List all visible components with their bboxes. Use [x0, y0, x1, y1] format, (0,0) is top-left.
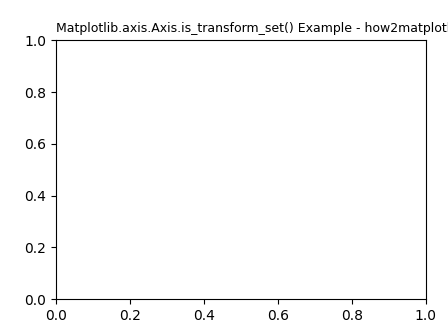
Text: Matplotlib.axis.Axis.is_transform_set() Example - how2matplotlib.com: Matplotlib.axis.Axis.is_transform_set() …	[56, 22, 448, 35]
